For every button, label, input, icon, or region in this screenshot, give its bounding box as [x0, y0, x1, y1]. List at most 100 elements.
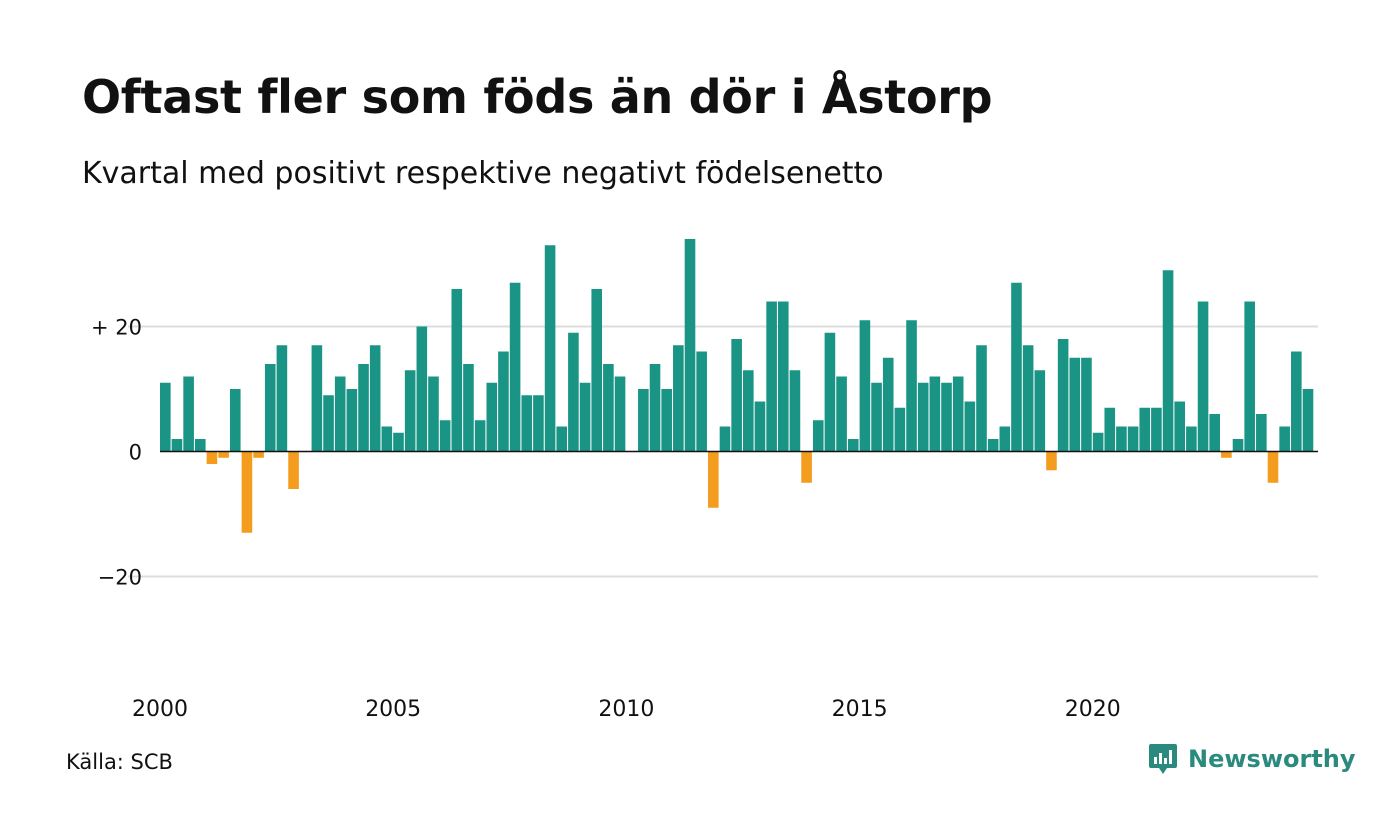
- bar-positive: [521, 395, 533, 452]
- bar-positive: [1186, 426, 1197, 452]
- brand-name: Newsworthy: [1188, 745, 1356, 773]
- bar-positive: [1197, 301, 1209, 452]
- x-tick-label: 2020: [1065, 697, 1121, 722]
- bar-positive: [766, 301, 777, 452]
- x-tick-label: 2005: [365, 697, 421, 722]
- bar-positive: [743, 370, 754, 452]
- source-note: Källa: SCB: [66, 750, 173, 774]
- bar-positive: [346, 389, 358, 452]
- y-tick-label: −20: [98, 566, 142, 590]
- bar-positive: [1302, 389, 1314, 452]
- bar-positive: [486, 382, 498, 452]
- bar-positive: [463, 364, 474, 452]
- bar-positive: [439, 420, 451, 452]
- bar-positive: [509, 282, 521, 452]
- bar-positive: [1081, 357, 1092, 452]
- y-tick-label: 0: [129, 441, 142, 465]
- bar-negative: [241, 451, 253, 533]
- bar-positive: [579, 382, 591, 452]
- bar-positive: [754, 401, 766, 452]
- bar-positive: [451, 289, 463, 452]
- newsworthy-logo-icon: [1149, 744, 1177, 774]
- bar-positive: [836, 376, 847, 452]
- bar-positive: [404, 370, 416, 452]
- x-tick-label: 2010: [598, 697, 654, 722]
- bar-positive: [941, 382, 952, 452]
- bar-positive: [1034, 370, 1046, 452]
- bar-positive: [1092, 432, 1104, 452]
- bar-positive: [229, 389, 241, 452]
- bar-positive: [673, 345, 684, 452]
- bar-positive: [847, 439, 859, 452]
- bar-positive: [1127, 426, 1139, 452]
- bar-positive: [568, 332, 579, 452]
- bar-positive: [603, 364, 614, 452]
- bar-positive: [1162, 270, 1174, 452]
- bar-positive: [871, 382, 882, 452]
- bar-positive: [952, 376, 964, 452]
- bar-positive: [929, 376, 941, 452]
- bar-positive: [1057, 339, 1069, 452]
- bar-negative: [206, 451, 218, 464]
- bar-positive: [777, 301, 789, 452]
- bar-positive: [1011, 282, 1022, 452]
- bar-positive: [882, 357, 894, 452]
- bar-positive: [731, 339, 742, 452]
- bar-positive: [276, 345, 288, 452]
- bar-negative: [1221, 451, 1232, 458]
- bar-positive: [556, 426, 568, 452]
- bar-positive: [381, 426, 393, 452]
- bar-positive: [987, 439, 999, 452]
- bar-positive: [1174, 401, 1186, 452]
- bar-positive: [906, 320, 917, 452]
- bar-positive: [264, 364, 276, 452]
- bar-positive: [1209, 414, 1220, 452]
- bar-negative: [708, 451, 719, 508]
- newsworthy-brand[interactable]: Newsworthy: [1148, 742, 1356, 776]
- axis-labels: + 20 0 −20 2000 2005 2010 2015 2020: [91, 316, 1121, 723]
- bar-positive: [684, 239, 696, 452]
- bar-positive: [183, 376, 194, 452]
- bar-positive: [1139, 407, 1151, 452]
- bar-negative: [288, 451, 299, 489]
- bars: [160, 239, 1314, 533]
- bar-positive: [393, 432, 404, 452]
- bar-positive: [1022, 345, 1034, 452]
- bar-positive: [1279, 426, 1290, 452]
- bar-positive: [789, 370, 801, 452]
- bar-positive: [1104, 407, 1116, 452]
- bar-chart: + 20 0 −20 2000 2005 2010 2015 2020: [91, 239, 1318, 723]
- bar-positive: [1291, 351, 1302, 452]
- bar-positive: [999, 426, 1011, 452]
- bar-positive: [416, 326, 428, 452]
- bar-positive: [194, 439, 206, 452]
- x-tick-label: 2000: [132, 697, 188, 722]
- bar-positive: [917, 382, 929, 452]
- bar-positive: [859, 320, 871, 452]
- chart-title: Oftast fler som föds än dör i Åstorp: [82, 70, 993, 124]
- bar-negative: [1267, 451, 1279, 483]
- x-tick-label: 2015: [832, 697, 888, 722]
- chart-subtitle: Kvartal med positivt respektive negativt…: [82, 156, 884, 191]
- bar-positive: [719, 426, 731, 452]
- bar-positive: [544, 245, 556, 452]
- bar-positive: [498, 351, 509, 452]
- bar-negative: [253, 451, 264, 458]
- bar-positive: [474, 420, 486, 452]
- bar-positive: [638, 389, 649, 452]
- bar-positive: [812, 420, 824, 452]
- bar-negative: [218, 451, 229, 458]
- bar-positive: [171, 439, 183, 452]
- y-tick-label: + 20: [91, 316, 142, 340]
- bar-positive: [614, 376, 626, 452]
- bar-positive: [1151, 407, 1162, 452]
- bar-positive: [428, 376, 439, 452]
- bar-positive: [1069, 357, 1081, 452]
- bar-positive: [311, 345, 323, 452]
- bar-positive: [824, 332, 836, 452]
- bar-positive: [358, 364, 369, 452]
- bar-positive: [334, 376, 346, 452]
- bar-positive: [369, 345, 381, 452]
- bar-positive: [964, 401, 976, 452]
- bar-positive: [649, 364, 661, 452]
